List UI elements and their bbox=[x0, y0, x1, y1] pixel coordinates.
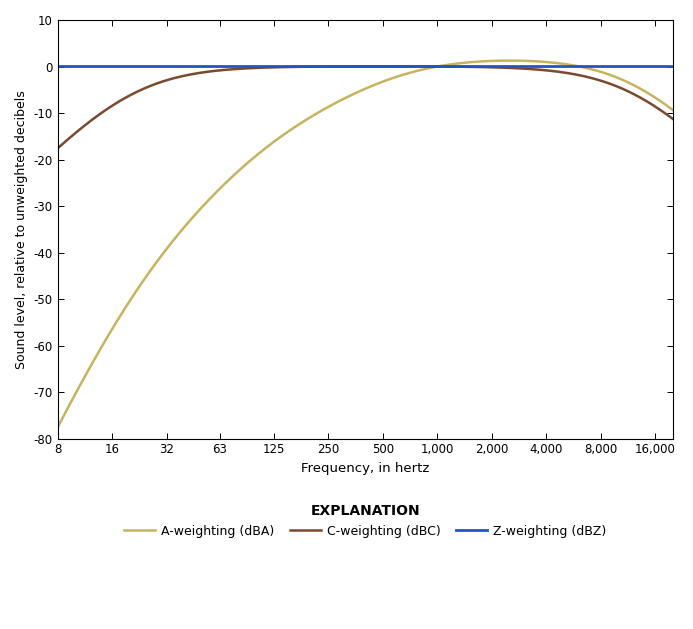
C-weighting (dBC) bbox=[290, 63, 298, 70]
Z-weighting (dBZ) bbox=[160, 63, 168, 70]
Z-weighting (dBZ) bbox=[590, 63, 599, 70]
Z-weighting (dBZ) bbox=[657, 63, 665, 70]
C-weighting (dBC) bbox=[53, 145, 62, 152]
A-weighting (dBA) bbox=[657, 97, 665, 105]
A-weighting (dBA) bbox=[160, 248, 168, 255]
A-weighting (dBA) bbox=[316, 108, 324, 115]
X-axis label: Frequency, in hertz: Frequency, in hertz bbox=[301, 462, 430, 475]
Z-weighting (dBZ) bbox=[316, 63, 324, 70]
C-weighting (dBC) bbox=[316, 63, 324, 70]
A-weighting (dBA) bbox=[53, 423, 62, 431]
C-weighting (dBC) bbox=[669, 115, 677, 123]
A-weighting (dBA) bbox=[123, 300, 132, 308]
C-weighting (dBC) bbox=[657, 107, 665, 114]
Line: C-weighting (dBC): C-weighting (dBC) bbox=[58, 67, 673, 148]
Z-weighting (dBZ) bbox=[53, 63, 62, 70]
C-weighting (dBC) bbox=[160, 77, 168, 85]
A-weighting (dBA) bbox=[590, 66, 599, 74]
Legend: A-weighting (dBA), C-weighting (dBC), Z-weighting (dBZ): A-weighting (dBA), C-weighting (dBC), Z-… bbox=[119, 499, 612, 543]
Z-weighting (dBZ) bbox=[123, 63, 132, 70]
Line: A-weighting (dBA): A-weighting (dBA) bbox=[58, 60, 673, 427]
C-weighting (dBC) bbox=[123, 92, 132, 100]
C-weighting (dBC) bbox=[379, 63, 387, 70]
Z-weighting (dBZ) bbox=[669, 63, 677, 70]
A-weighting (dBA) bbox=[669, 106, 677, 114]
C-weighting (dBC) bbox=[590, 75, 599, 82]
A-weighting (dBA) bbox=[290, 124, 298, 131]
Z-weighting (dBZ) bbox=[290, 63, 298, 70]
Y-axis label: Sound level, relative to unweighted decibels: Sound level, relative to unweighted deci… bbox=[15, 90, 28, 369]
A-weighting (dBA) bbox=[506, 57, 514, 64]
